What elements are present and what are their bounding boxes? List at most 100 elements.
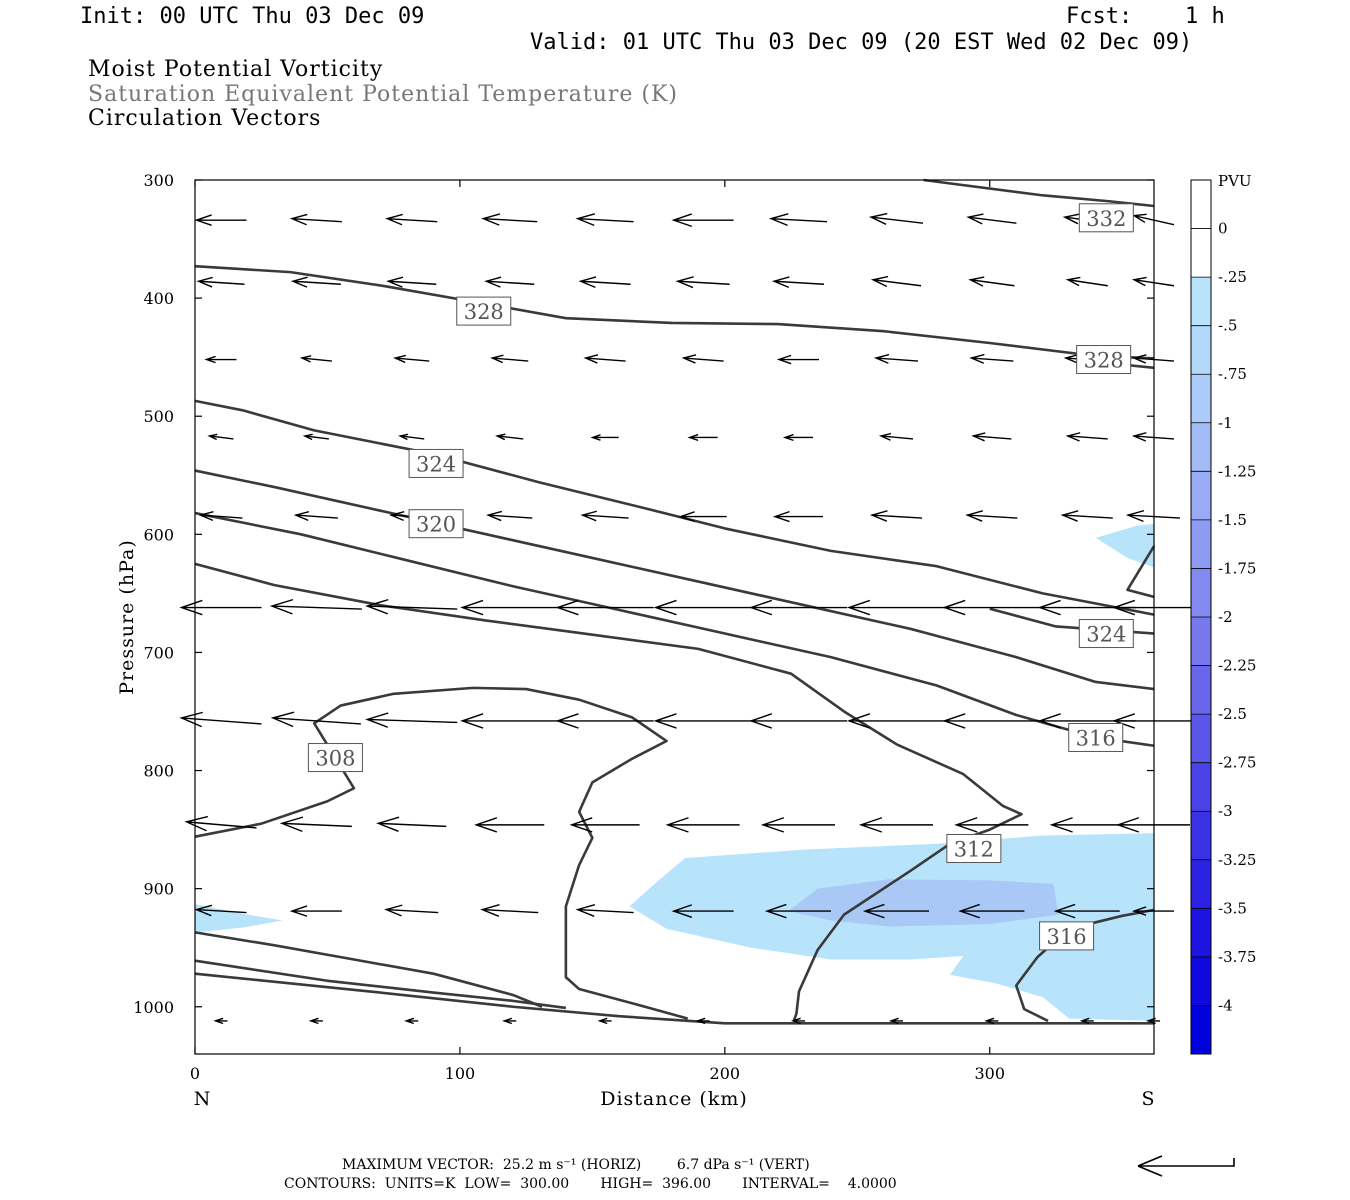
contour-label-box <box>456 296 512 326</box>
colorbar-label: -4 <box>1218 996 1233 1014</box>
colorbar-label: -2 <box>1218 608 1233 626</box>
contour-label: 308 <box>315 747 355 771</box>
circulation-vector <box>578 276 631 288</box>
theta-contour <box>1126 545 1156 599</box>
colorbar-swatch <box>1191 665 1211 715</box>
circulation-vector <box>279 816 352 833</box>
circulation-vector <box>385 213 438 226</box>
circulation-vector <box>474 817 545 833</box>
colorbar-label: -.75 <box>1218 365 1247 383</box>
pv-region <box>195 904 283 933</box>
colorbar-label: -3.5 <box>1218 899 1247 917</box>
circulation-vector <box>398 433 425 441</box>
colorbar-label: 0 <box>1218 220 1228 238</box>
contour-label: 316 <box>1047 925 1087 949</box>
circulation-vector <box>194 904 247 917</box>
y-axis-label: Pressure (hPa) <box>116 539 138 695</box>
colorbar-swatch <box>1191 762 1211 812</box>
circulation-vector <box>384 904 439 917</box>
colorbar-swatch <box>1191 908 1211 958</box>
circulation-vector <box>1065 432 1108 442</box>
circulation-vector <box>969 353 1014 364</box>
circulation-vector <box>293 510 338 522</box>
x-tick-label: 300 <box>974 1064 1005 1083</box>
circulation-vector <box>196 276 245 288</box>
circulation-vector <box>290 276 341 288</box>
circulation-vector <box>966 213 1017 225</box>
theta-contour <box>194 469 1155 691</box>
forecast-hour: 1 h <box>1185 4 1225 29</box>
circulation-vector <box>653 599 752 616</box>
colorbar-label: -2.5 <box>1218 705 1247 723</box>
theta-contour <box>1014 908 1155 1023</box>
colorbar-swatch <box>1191 617 1211 667</box>
circulation-vector <box>748 713 848 729</box>
y-tick-label: 600 <box>143 525 174 544</box>
circulation-vector <box>575 213 634 227</box>
circulation-vector <box>207 433 234 441</box>
circulation-vector <box>386 276 437 288</box>
contour-label: 328 <box>464 300 504 324</box>
circulation-vector <box>481 213 538 226</box>
plot-frame <box>194 179 1155 1055</box>
circulation-vector <box>862 903 930 919</box>
y-tick-label: 800 <box>143 762 174 781</box>
contour-label: 324 <box>416 452 456 476</box>
colorbar-swatch <box>1191 568 1211 618</box>
init-time: Init: 00 UTC Thu 03 Dec 09 <box>80 4 425 29</box>
circulation-vector <box>179 599 262 616</box>
colorbar-swatch <box>1191 859 1211 909</box>
circulation-vector <box>870 275 922 288</box>
forecast-label: Fcst: <box>1066 4 1133 29</box>
contour-label-box <box>1039 921 1095 951</box>
circulation-vector <box>678 511 727 523</box>
circulation-vector <box>1065 276 1108 287</box>
colorbar-swatch <box>1191 422 1211 472</box>
circulation-vector <box>308 1017 323 1025</box>
pv-region <box>788 879 1059 927</box>
contour-label: 328 <box>1084 349 1124 373</box>
contour-info: CONTOURS: UNITS=K LOW= 300.00 HIGH= 396.… <box>284 1176 897 1192</box>
circulation-vector <box>480 904 539 917</box>
circulation-vector <box>768 213 828 227</box>
colorbar-label: -1 <box>1218 414 1233 432</box>
circulation-vector <box>365 712 458 728</box>
max-vector-info: MAXIMUM VECTOR: 25.2 m s⁻¹ (HORIZ) 6.7 d… <box>342 1157 810 1173</box>
circulation-vector <box>846 599 946 616</box>
circulation-vector <box>484 276 535 288</box>
circulation-vector <box>984 1017 999 1025</box>
circulation-vector <box>868 212 924 225</box>
x-tick-label: 0 <box>190 1064 200 1083</box>
circulation-vector <box>289 213 342 226</box>
circulation-vector <box>878 432 914 441</box>
circulation-vector <box>555 713 654 729</box>
colorbar-swatch <box>1191 277 1211 327</box>
circulation-vector <box>365 598 458 615</box>
title-theta-es: Saturation Equivalent Potential Temperat… <box>88 82 678 107</box>
circulation-vector <box>772 510 824 523</box>
valid-time: Valid: 01 UTC Thu 03 Dec 09 (20 EST Wed … <box>530 30 1193 55</box>
circulation-vector <box>958 903 1025 919</box>
circulation-vector <box>971 432 1012 442</box>
circulation-vector <box>695 1017 710 1025</box>
circulation-vector <box>289 905 342 917</box>
circulation-vector <box>270 711 361 728</box>
theta-contour <box>194 959 567 1010</box>
circulation-vector <box>184 815 257 832</box>
colorbar-label: -3.25 <box>1218 851 1256 869</box>
circulation-vector <box>213 1017 228 1025</box>
reference-vector <box>1137 1155 1235 1177</box>
circulation-vector <box>575 904 634 917</box>
theta-contour <box>194 264 1155 360</box>
circulation-vector <box>404 1017 419 1025</box>
title-pv: Moist Potential Vorticity <box>88 57 384 82</box>
circulation-vector <box>502 1017 517 1025</box>
y-tick-label: 700 <box>143 643 174 662</box>
contour-label-box <box>946 833 1002 863</box>
contour-label: 312 <box>954 837 994 861</box>
contour-label: 332 <box>1086 207 1126 231</box>
y-tick-label: 400 <box>143 289 174 308</box>
colorbar-label: -3 <box>1218 802 1233 820</box>
circulation-vector <box>888 1017 904 1025</box>
y-tick-label: 300 <box>143 171 174 190</box>
